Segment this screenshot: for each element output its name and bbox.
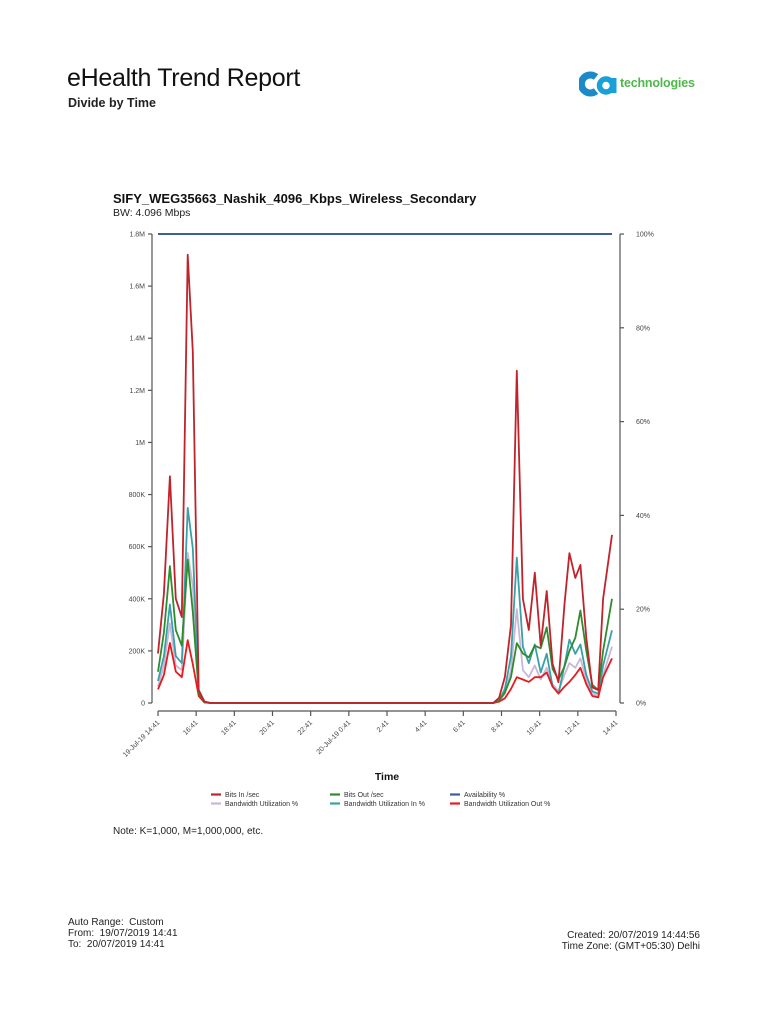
x-tick-label: 16:41 — [182, 719, 199, 736]
x-tick-label: 12:41 — [564, 719, 581, 736]
x-axis-title: Time — [375, 771, 399, 783]
series-bandwidth-utilization — [157, 552, 613, 704]
report-subtitle: Divide by Time — [68, 96, 156, 110]
left-y-tick-label: 1.6M — [129, 284, 145, 291]
ca-logo-icon — [579, 71, 617, 97]
footer-meta: Created: 20/07/2019 14:44:56 Time Zone: … — [562, 930, 700, 952]
left-y-tick-label: 0 — [141, 701, 145, 708]
x-tick-label: 4:41 — [414, 719, 429, 734]
right-y-tick-label: 100% — [636, 232, 654, 239]
legend-label: Bandwidth Utilization In % — [344, 801, 425, 808]
legend-label: Bits Out /sec — [344, 792, 384, 799]
x-tick-label: 8:41 — [490, 719, 505, 734]
auto-range: Auto Range: Custom — [68, 917, 164, 928]
x-tick-label: 18:41 — [220, 719, 237, 736]
legend-label: Bits In /sec — [225, 792, 260, 799]
left-y-tick-label: 800K — [129, 492, 146, 499]
left-y-tick-label: 1M — [135, 440, 145, 447]
footer-range: Auto Range: Custom From: 19/07/2019 14:4… — [68, 917, 178, 950]
to-date: To: 20/07/2019 14:41 — [68, 939, 165, 950]
time-zone: Time Zone: (GMT+05:30) Delhi — [561, 941, 700, 952]
logo-text: technologies — [620, 76, 695, 90]
legend-label: Bandwidth Utilization Out % — [464, 801, 550, 808]
chart-series — [157, 233, 613, 704]
left-y-tick-label: 200K — [129, 648, 146, 655]
x-tick-label: 10:41 — [526, 719, 543, 736]
created-date: Created: 20/07/2019 14:44:56 — [567, 930, 700, 941]
from-date: From: 19/07/2019 14:41 — [68, 928, 178, 939]
chart-axes: 0 200K 400K 600K 800K 1M 1.2M 1.4M 1.6M 1.8M 0% 20%… — [122, 232, 654, 759]
series-bits-in-sec — [157, 253, 613, 704]
x-tick-label: 20-Jul-19 0:41 — [316, 719, 353, 756]
chart-legend: Bits In /sec Bits Out /sec Availability % B… — [211, 792, 550, 808]
right-y-tick-label: 60% — [636, 419, 650, 426]
x-tick-label: 20:41 — [259, 719, 276, 736]
left-y-tick-label: 600K — [129, 544, 146, 551]
series-bits-out-sec — [157, 558, 613, 704]
x-tick-label: 2:41 — [376, 719, 391, 734]
x-tick-label: 14:41 — [602, 719, 619, 736]
x-tick-label: 19-Jul-19 14:41 — [122, 719, 161, 758]
left-y-tick-label: 1.2M — [129, 388, 145, 395]
ca-technologies-logo: technologies — [579, 68, 709, 100]
right-y-tick-label: 80% — [636, 325, 650, 332]
series-bandwidth-utilization-out — [157, 639, 613, 704]
legend-label: Bandwidth Utilization % — [225, 801, 298, 808]
chart-title: SIFY_WEG35663_Nashik_4096_Kbps_Wireless_… — [113, 191, 477, 206]
series-bandwidth-utilization-in — [157, 506, 613, 704]
units-note: Note: K=1,000, M=1,000,000, etc. — [113, 826, 264, 837]
trend-chart: 0 200K 400K 600K 800K 1M 1.2M 1.4M 1.6M 1.8M 0% 20%… — [122, 232, 654, 809]
chart-bandwidth: BW: 4.096 Mbps — [113, 207, 191, 219]
x-tick-label: 22:41 — [297, 719, 314, 736]
x-tick-label: 6:41 — [452, 719, 467, 734]
right-y-tick-label: 20% — [636, 607, 650, 614]
right-y-tick-label: 0% — [636, 701, 646, 708]
report-title: eHealth Trend Report — [67, 64, 301, 92]
right-y-tick-label: 40% — [636, 513, 650, 520]
left-y-tick-label: 1.8M — [129, 232, 145, 239]
left-y-tick-label: 1.4M — [129, 336, 145, 343]
legend-label: Availability % — [464, 792, 505, 799]
left-y-tick-label: 400K — [129, 596, 146, 603]
